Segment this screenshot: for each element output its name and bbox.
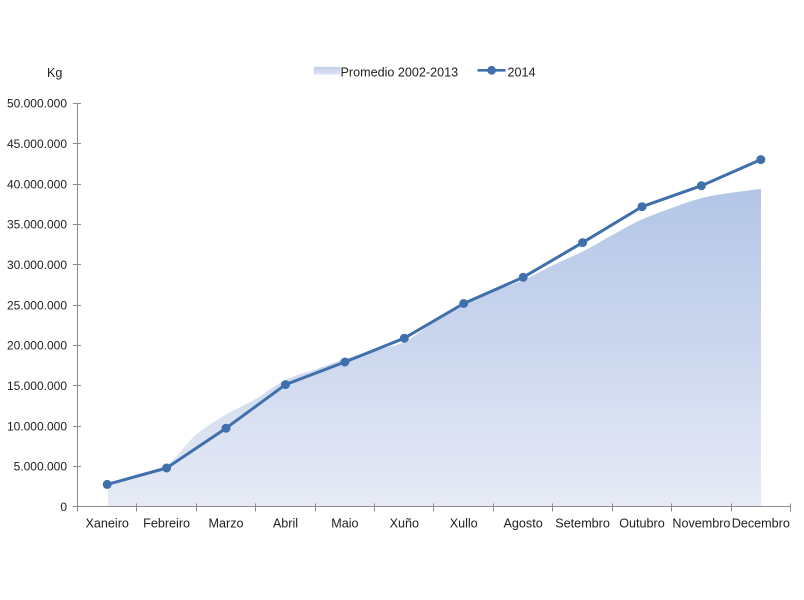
svg-text:Kg: Kg [47, 66, 62, 80]
svg-text:25.000.000: 25.000.000 [7, 298, 67, 312]
svg-text:45.000.000: 45.000.000 [7, 137, 67, 151]
svg-text:40.000.000: 40.000.000 [7, 177, 67, 191]
svg-text:Agosto: Agosto [503, 517, 542, 531]
svg-text:Febreiro: Febreiro [143, 517, 190, 531]
svg-text:Outubro: Outubro [619, 517, 665, 531]
svg-text:Decembro: Decembro [732, 517, 790, 531]
svg-text:Maio: Maio [331, 517, 358, 531]
svg-text:15.000.000: 15.000.000 [7, 379, 67, 393]
svg-text:Promedio 2002-2013: Promedio 2002-2013 [341, 65, 459, 79]
svg-text:10.000.000: 10.000.000 [7, 419, 67, 433]
svg-text:35.000.000: 35.000.000 [7, 218, 67, 232]
svg-text:Abril: Abril [273, 517, 298, 531]
svg-text:Xaneiro: Xaneiro [85, 517, 128, 531]
svg-text:2014: 2014 [508, 65, 536, 79]
svg-text:Xullo: Xullo [450, 517, 478, 531]
svg-text:0: 0 [60, 500, 67, 514]
svg-text:Novembro: Novembro [672, 517, 730, 531]
svg-text:50.000.000: 50.000.000 [7, 97, 67, 111]
svg-text:30.000.000: 30.000.000 [7, 258, 67, 272]
svg-text:20.000.000: 20.000.000 [7, 339, 67, 353]
svg-text:5.000.000: 5.000.000 [14, 460, 68, 474]
svg-text:Xuño: Xuño [390, 517, 419, 531]
svg-text:Marzo: Marzo [209, 517, 244, 531]
svg-text:Setembro: Setembro [555, 517, 610, 531]
